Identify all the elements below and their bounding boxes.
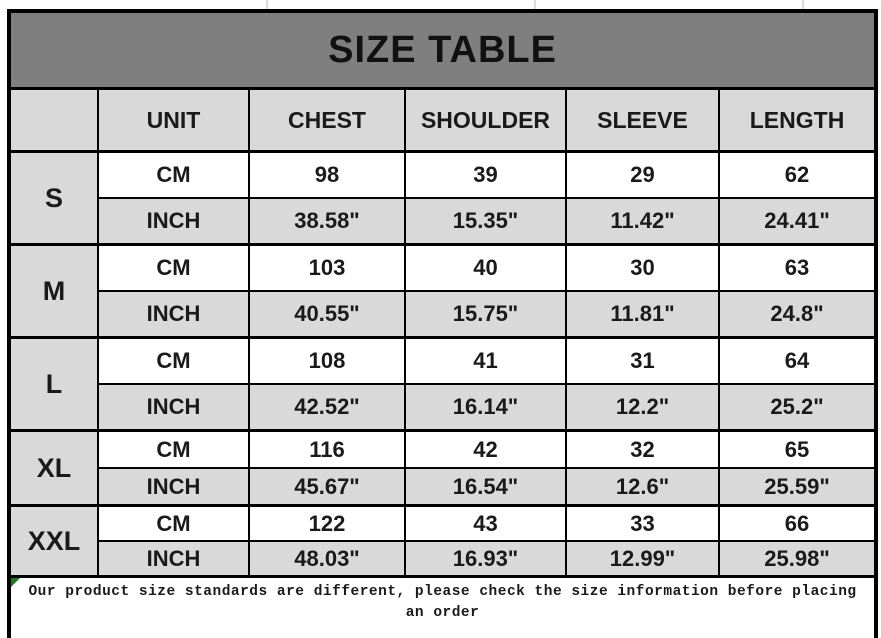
measurement-value: 16.93" (404, 540, 567, 578)
column-header-length: LENGTH (717, 87, 878, 153)
measurement-value: 38.58" (248, 197, 406, 246)
measurement-value: 25.98" (717, 540, 878, 578)
unit-label-inch: INCH (97, 467, 250, 507)
size-note-cell: Our product size standards are different… (7, 575, 878, 638)
measurement-value: 16.54" (404, 467, 567, 507)
column-header-sleeve: SLEEVE (565, 87, 720, 153)
measurement-value: 32 (565, 429, 720, 469)
measurement-value: 116 (248, 429, 406, 469)
measurement-value: 15.35" (404, 197, 567, 246)
unit-label-inch: INCH (97, 540, 250, 578)
measurement-value: 40.55" (248, 290, 406, 339)
unit-label-inch: INCH (97, 383, 250, 432)
size-row-label-xxl: XXL (8, 504, 99, 578)
measurement-value: 48.03" (248, 540, 406, 578)
diagonal-corner-cell (8, 87, 99, 153)
unit-label-inch: INCH (97, 197, 250, 246)
measurement-value: 43 (404, 504, 567, 542)
measurement-value: 39 (404, 150, 567, 199)
measurement-value: 98 (248, 150, 406, 199)
measurement-value: 42 (404, 429, 567, 469)
size-note-text: Our product size standards are different… (28, 584, 857, 622)
measurement-value: 64 (717, 336, 878, 385)
measurement-value: 33 (565, 504, 720, 542)
column-header-unit: UNIT (97, 87, 250, 153)
measurement-value: 16.14" (404, 383, 567, 432)
measurement-value: 15.75" (404, 290, 567, 339)
measurement-value: 29 (565, 150, 720, 199)
size-row-label-s: S (8, 150, 99, 246)
measurement-value: 30 (565, 243, 720, 292)
column-header-chest: CHEST (248, 87, 406, 153)
measurement-value: 45.67" (248, 467, 406, 507)
measurement-value: 65 (717, 429, 878, 469)
measurement-value: 122 (248, 504, 406, 542)
measurement-value: 12.6" (565, 467, 720, 507)
unit-label-cm: CM (97, 336, 250, 385)
measurement-value: 25.59" (717, 467, 878, 507)
cell-corner-marker-icon (11, 579, 20, 587)
measurement-value: 103 (248, 243, 406, 292)
measurement-value: 12.99" (565, 540, 720, 578)
unit-label-inch: INCH (97, 290, 250, 339)
measurement-value: 31 (565, 336, 720, 385)
unit-label-cm: CM (97, 429, 250, 469)
measurement-value: 24.8" (717, 290, 878, 339)
measurement-value: 66 (717, 504, 878, 542)
measurement-value: 11.42" (565, 197, 720, 246)
measurement-value: 12.2" (565, 383, 720, 432)
measurement-value: 41 (404, 336, 567, 385)
measurement-value: 63 (717, 243, 878, 292)
measurement-value: 24.41" (717, 197, 878, 246)
unit-label-cm: CM (97, 504, 250, 542)
measurement-value: 108 (248, 336, 406, 385)
measurement-value: 42.52" (248, 383, 406, 432)
size-row-label-m: M (8, 243, 99, 339)
measurement-value: 11.81" (565, 290, 720, 339)
size-table: SIZE TABLE UNIT CHEST SHOULDER SLEEVE LE… (7, 9, 879, 638)
unit-label-cm: CM (97, 150, 250, 199)
spreadsheet-top-strip (0, 0, 881, 9)
size-row-label-l: L (8, 336, 99, 432)
measurement-value: 25.2" (717, 383, 878, 432)
unit-label-cm: CM (97, 243, 250, 292)
size-row-label-xl: XL (8, 429, 99, 507)
column-header-shoulder: SHOULDER (404, 87, 567, 153)
measurement-value: 62 (717, 150, 878, 199)
table-title: SIZE TABLE (7, 10, 878, 90)
measurement-value: 40 (404, 243, 567, 292)
